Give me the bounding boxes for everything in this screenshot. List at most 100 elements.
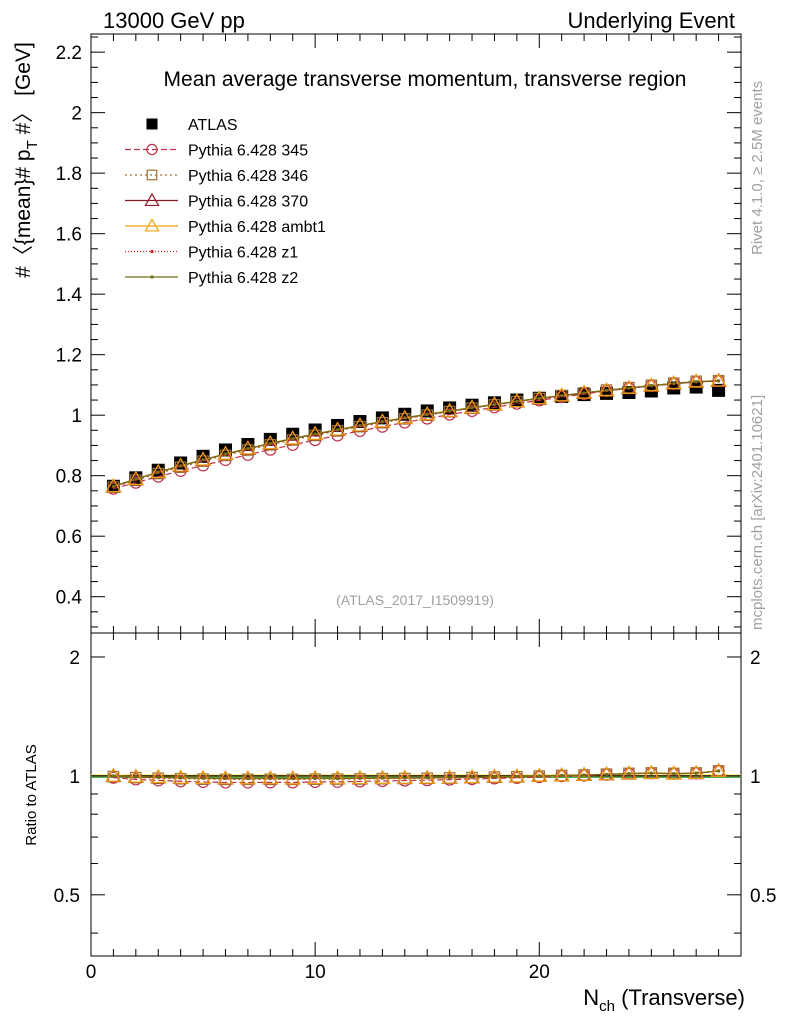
series-line-6 [113,380,719,487]
ratio-point-6 [537,774,541,778]
ratio-y-tick-label-right: 2 [750,648,761,669]
y-tick-label: 2.2 [56,43,82,64]
series-point-6 [672,381,676,386]
series-point-4 [643,377,660,392]
ratio-point-6 [716,769,721,773]
main-series-group [105,372,727,495]
ratio-point-4 [531,767,548,782]
series-point-4 [620,379,638,394]
ratio-point-6 [403,776,407,780]
series-point-6 [470,406,474,410]
ratio-y-tick-label-right: 0.5 [750,886,776,907]
ratio-y-tick-label: 1 [69,767,80,788]
series-point-6 [649,383,653,388]
ratio-point-6 [223,776,228,781]
series-point-6 [716,379,721,383]
ratio-point-4 [172,769,189,784]
x-tick-label: 20 [529,962,550,983]
series-point-6 [403,416,407,420]
y-tick-label: 1.4 [56,285,83,306]
ratio-point-6 [201,776,205,780]
ratio-line-6 [113,770,719,780]
series-point-6 [694,380,698,384]
legend-label-3: Pythia 6.428 370 [188,194,308,211]
atlas-data-point [712,383,726,397]
y-tick-label: 1 [71,406,82,427]
ratio-point-6 [448,775,452,780]
legend-marker-0 [146,118,158,130]
header-right: Underlying Event [567,8,735,33]
x-axis-label-sub: ch [599,998,615,1015]
ratio-point-4 [194,769,212,785]
ratio-point-6 [291,776,295,781]
series-point-6 [268,441,272,445]
series-point-6 [560,393,564,398]
series-point-6 [492,402,497,406]
series-point-6 [156,470,160,474]
x-tick-label: 10 [305,962,326,983]
ratio-point-6 [335,776,340,780]
ratio-point-4 [620,765,638,780]
ratio-point-4 [598,765,615,781]
series-point-4 [217,445,234,460]
rivet-label: Rivet 4.1.0, ≥ 2.5M events [749,81,766,255]
ratio-point-4 [374,769,391,784]
y-axis-label: #〈{mean}# pT #〉 [GeV] [12,42,41,278]
chart-title: Mean average transverse momentum, transv… [164,68,687,91]
ratio-point-4 [687,764,705,780]
ratio-point-4 [105,767,122,782]
header-left: 13000 GeV pp [103,8,245,33]
ratio-y-tick-label-right: 1 [750,767,761,788]
ratio-point-4 [262,769,279,785]
ratio-point-6 [246,776,250,780]
series-point-6 [201,458,205,462]
series-point-4 [329,421,346,436]
y-tick-label: 1.2 [56,346,82,367]
ratio-point-6 [627,771,631,776]
series-point-4 [710,372,727,387]
ratio-point-6 [268,776,272,780]
series-point-6 [425,412,429,416]
series-point-4 [396,409,413,424]
x-axis-label: Nch (Transverse) [583,985,745,1015]
legend-label-6: Pythia 6.428 z2 [188,270,298,287]
ratio-line-2 [113,770,719,781]
series-point-6 [313,432,317,436]
ratio-y-tick-label: 0.5 [54,886,80,907]
series-point-6 [335,428,340,432]
legend-label-1: Pythia 6.428 345 [188,143,308,160]
series-point-4 [262,434,279,450]
legend-label-2: Pythia 6.428 346 [188,168,308,185]
y-tick-label: 1.6 [56,225,82,246]
series-point-6 [582,391,586,395]
ratio-point-4 [710,762,727,777]
series-point-4 [441,402,458,417]
ratio-point-4 [284,770,301,785]
ratio-point-4 [306,769,324,785]
series-point-4 [419,405,436,421]
series-point-4 [150,463,167,479]
ratio-point-4 [329,770,346,785]
ratio-point-6 [111,774,116,778]
ratio-y-axis-label: Ratio to ATLAS [23,744,40,845]
series-point-4 [127,470,145,485]
series-point-6 [604,388,609,392]
y-axis-label-sub: T [24,140,41,149]
x-axis-label-post: (Transverse) [615,985,745,1010]
ratio-y-tick-label: 2 [69,648,80,669]
series-point-6 [627,386,631,390]
main-axes: 0.4 0.6 0.8 1 1.2 1.4 1.6 1.8 2 2.2 [56,34,742,633]
ratio-point-4 [351,769,369,785]
ratio-point-4 [463,768,481,784]
series-point-6 [448,409,452,413]
x-axis-label-main: N [583,985,599,1010]
ratio-point-4 [508,768,526,783]
legend-marker-1 [146,143,158,156]
series-point-6 [291,436,295,441]
ratio-point-4 [553,767,570,782]
series-point-4 [575,384,593,399]
legend-marker-5 [150,249,154,254]
ratio-point-6 [313,776,317,780]
legend: ATLAS Pythia 6.428 345 Pythia 6.428 346 Pyt… [125,117,326,287]
